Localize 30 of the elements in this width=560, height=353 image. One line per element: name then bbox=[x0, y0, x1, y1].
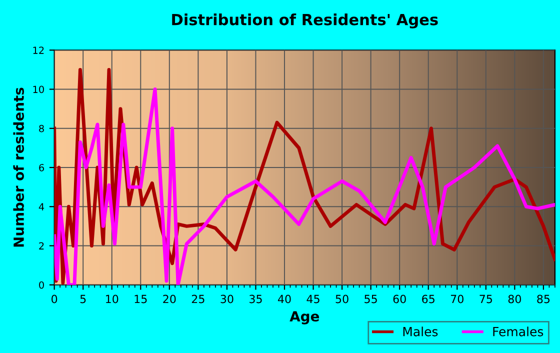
x-tick-label: 70 bbox=[450, 294, 464, 304]
x-axis-title: Age bbox=[290, 311, 320, 324]
x-tick-label: 75 bbox=[480, 294, 492, 304]
x-tick-label: 85 bbox=[537, 294, 550, 304]
x-tick-label: 35 bbox=[250, 294, 262, 304]
x-tick-label: 80 bbox=[508, 294, 522, 304]
x-tick-label: 65 bbox=[422, 294, 434, 304]
x-tick-label: 20 bbox=[163, 294, 176, 304]
y-tick-label: 2 bbox=[39, 242, 44, 250]
y-tick-label: 4 bbox=[38, 203, 44, 210]
legend-label: Males bbox=[403, 326, 438, 336]
x-tick-label: 60 bbox=[393, 294, 406, 304]
x-tick-label: 30 bbox=[220, 294, 234, 304]
x-tick-label: 45 bbox=[306, 294, 320, 304]
x-tick-label: 25 bbox=[192, 294, 204, 304]
y-axis-title: Number of residents bbox=[13, 88, 24, 247]
legend-label: Females bbox=[493, 326, 544, 336]
y-tick-label: 10 bbox=[33, 86, 44, 94]
x-tick-label: 50 bbox=[336, 294, 348, 304]
x-tick-label: 0 bbox=[52, 294, 58, 304]
y-tick-label: 6 bbox=[39, 164, 44, 172]
chart-title: Distribution of Residents' Ages bbox=[172, 14, 438, 28]
y-tick-label: 0 bbox=[39, 281, 44, 289]
y-tick-label: 8 bbox=[39, 124, 44, 132]
y-tick-label: 12 bbox=[33, 46, 44, 54]
x-tick-label: 5 bbox=[80, 294, 86, 304]
x-tick-label: 10 bbox=[106, 294, 118, 304]
x-tick-label: 40 bbox=[278, 294, 291, 304]
x-tick-label: 15 bbox=[134, 294, 147, 304]
x-tick-label: 55 bbox=[364, 294, 377, 304]
